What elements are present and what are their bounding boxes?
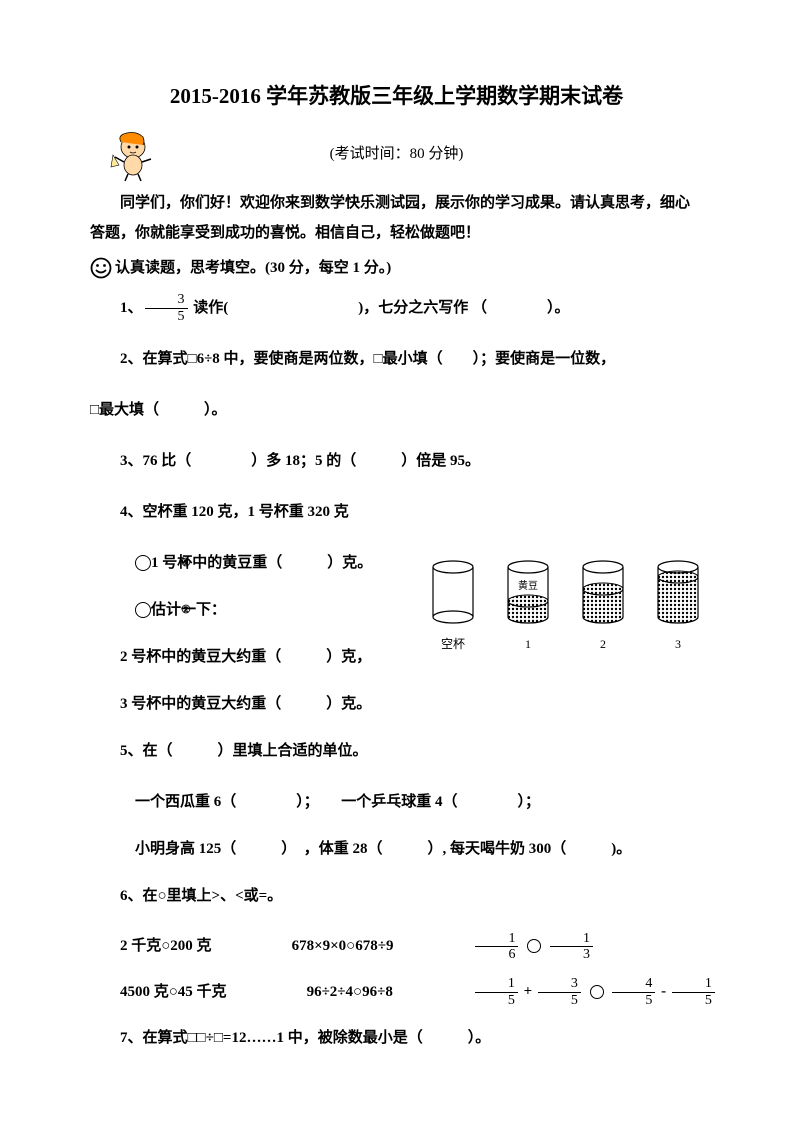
question-4: 4、空杯重 120 克，1 号杯重 320 克	[90, 496, 703, 529]
cup-0: 空杯	[428, 559, 478, 654]
svg-text:黄豆: 黄豆	[518, 579, 538, 592]
intro-text: 同学们，你们好！欢迎你来到数学快乐测试园，展示你的学习成果。请认真思考，细心答题…	[90, 188, 703, 248]
cup-3: 3	[653, 559, 703, 654]
question-5: 5、在（ ）里填上合适的单位。	[90, 735, 703, 768]
q4-sub2: ②估计一下：	[90, 594, 428, 627]
question-1: 1、35 读作()，七分之六写作 （）。	[90, 292, 703, 325]
cup-1: 黄豆 1	[503, 559, 553, 654]
q5-sub2: 小明身高 125（ ） ，体重 28（ ）, 每天喝牛奶 300（ )。	[90, 833, 703, 866]
cup-diagram: 空杯 黄豆 1	[428, 559, 703, 654]
q6-row2: 4500 克○45 千克 96÷2÷4○96÷8 15 + 35 45 - 15	[90, 976, 703, 1008]
section-1-header: 认真读题，思考填空。(30 分，每空 1 分。)	[90, 256, 703, 280]
smiley-icon	[90, 257, 112, 279]
question-2: 2、在算式□6÷8 中，要使商是两位数，□最小填（ ）；要使商是一位数，	[90, 343, 703, 376]
subtitle-row: (考试时间：80 分钟)	[90, 142, 703, 166]
page-title: 2015-2016 学年苏教版三年级上学期数学期末试卷	[90, 80, 703, 114]
question-7: 7、在算式□□÷□=12……1 中，被除数最小是（ ）。	[90, 1022, 703, 1055]
exam-duration: (考试时间：80 分钟)	[330, 142, 464, 166]
q4-sub3: 2 号杯中的黄豆大约重（ ）克，	[90, 641, 428, 674]
q4-sub4: 3 号杯中的黄豆大约重（ ）克。	[90, 688, 428, 721]
q5-sub1: 一个西瓜重 6（ ）； 一个乒乓球重 4（ ）；	[90, 786, 703, 819]
cup-2: 2	[578, 559, 628, 654]
question-2-cont: □最大填（ ）。	[90, 394, 703, 427]
q6-row1: 2 千克○200 克 678×9×0○678÷9 16 13	[90, 931, 703, 963]
question-3: 3、76 比（ ）多 18；5 的（ ）倍是 95。	[90, 445, 703, 478]
q4-sub1: ①1 号杯中的黄豆重（ ）克。	[90, 547, 428, 580]
question-6: 6、在○里填上>、<或=。	[90, 880, 703, 913]
question-4-body: ①1 号杯中的黄豆重（ ）克。 ②估计一下： 2 号杯中的黄豆大约重（ ）克， …	[90, 547, 703, 735]
mascot-icon	[105, 127, 160, 182]
section-1-title: 认真读题，思考填空。(30 分，每空 1 分。)	[115, 256, 391, 280]
